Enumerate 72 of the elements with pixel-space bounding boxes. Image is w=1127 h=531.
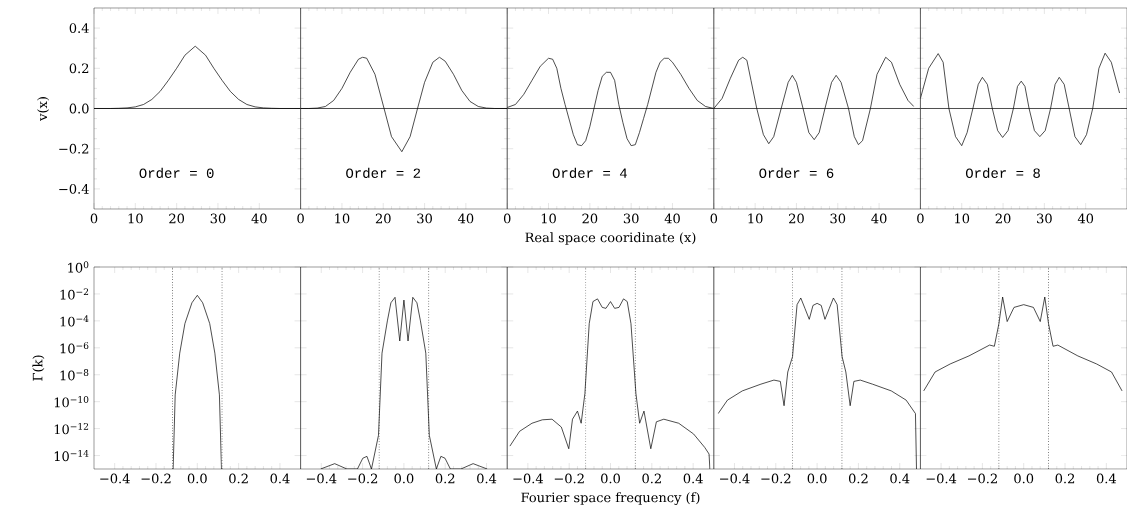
x-tick-label: 0.4 — [1096, 473, 1117, 484]
x-tick-label: 0.0 — [394, 473, 414, 484]
x-tick-label: 0.0 — [601, 473, 620, 484]
y-tick-label: 0.2 — [69, 63, 89, 74]
x-tick-label: 40 — [251, 213, 267, 224]
x-tick-label: −0.4 — [926, 473, 957, 484]
annotation: Order = 2 — [346, 167, 421, 178]
x-tick-label: 40 — [871, 213, 887, 224]
y-tick-label: 0.0 — [69, 103, 89, 114]
annotation: Order = 6 — [759, 167, 834, 178]
x-tick-label: 0.2 — [1055, 473, 1075, 484]
x-tick-label: −0.2 — [348, 473, 378, 484]
x-tick-label: −0.4 — [513, 473, 543, 484]
x-tick-label: −0.2 — [761, 473, 791, 484]
y-tick-label: 10$^{−6}$ — [60, 342, 89, 354]
x-tick-label: 30 — [1037, 213, 1052, 224]
x-tick-label: 0.0 — [1014, 473, 1034, 484]
annotation: Order = 8 — [965, 167, 1040, 178]
x-tick-label: 0.4 — [477, 473, 497, 484]
x-tick-label: −0.2 — [554, 473, 584, 484]
x-tick-label: 30 — [417, 213, 432, 224]
x-tick-label: −0.4 — [720, 473, 750, 484]
x-tick-label: 10 — [748, 213, 763, 224]
x-tick-label: 20 — [995, 213, 1011, 224]
x-tick-label: 30 — [210, 213, 226, 224]
annotation: Order = 0 — [139, 167, 214, 178]
y-axis-title: Γ(k) — [32, 355, 45, 381]
x-tick-label: 10 — [541, 213, 556, 224]
x-tick-label: 0.2 — [435, 473, 455, 484]
x-tick-label: 10 — [955, 213, 970, 224]
x-tick-label: 0 — [917, 213, 924, 224]
x-tick-label: 0 — [503, 213, 511, 224]
x-tick-label: 20 — [169, 213, 185, 224]
x-tick-label: −0.4 — [306, 473, 337, 484]
y-tick-label: 10$^{−12}$ — [54, 422, 89, 435]
x-tick-label: 20 — [789, 213, 804, 224]
x-tick-label: 40 — [1077, 213, 1094, 224]
x-tick-label: 40 — [664, 213, 680, 224]
x-tick-label: 10 — [128, 213, 143, 224]
y-tick-label: 10$^{−14}$ — [54, 449, 89, 462]
x-tick-label: 0.0 — [187, 473, 207, 484]
x-tick-label: 10 — [335, 213, 350, 224]
x-tick-label: 0.4 — [683, 473, 703, 484]
y-tick-label: 10$^{−4}$ — [60, 315, 89, 327]
x-tick-label: −0.4 — [100, 473, 130, 484]
y-tick-label: 10$^{0}$ — [68, 261, 89, 273]
y-tick-label: 10$^{−8}$ — [60, 369, 89, 381]
x-tick-label: 20 — [375, 213, 391, 224]
x-tick-label: −0.2 — [967, 473, 997, 484]
x-tick-label: 0 — [297, 213, 304, 224]
x-tick-label: −0.2 — [141, 473, 171, 484]
x-axis-title: Fourier space frequency (f) — [521, 492, 700, 505]
annotation: Order = 4 — [552, 167, 627, 178]
x-tick-label: 0.4 — [890, 473, 910, 484]
x-tick-label: 0.0 — [807, 473, 827, 484]
x-tick-label: 0.2 — [229, 473, 248, 484]
y-tick-label: −0.4 — [59, 183, 89, 194]
x-tick-label: 20 — [582, 213, 598, 224]
x-tick-label: 0.2 — [848, 473, 868, 484]
y-tick-label: 10$^{−2}$ — [60, 288, 89, 300]
y-axis-title: v(x) — [37, 97, 50, 121]
x-tick-label: 40 — [458, 213, 474, 224]
y-tick-label: 0.4 — [69, 23, 89, 34]
x-tick-label: 30 — [623, 213, 639, 224]
x-tick-label: 30 — [830, 213, 846, 224]
y-tick-label: 10$^{−10}$ — [54, 396, 89, 408]
x-tick-label: 0 — [90, 213, 98, 224]
x-tick-label: 0.2 — [642, 473, 661, 484]
x-tick-label: 0 — [710, 213, 718, 224]
y-tick-label: −0.2 — [59, 143, 89, 154]
x-tick-label: 0.4 — [270, 473, 290, 484]
x-axis-title: Real space cooridinate (x) — [525, 232, 696, 245]
